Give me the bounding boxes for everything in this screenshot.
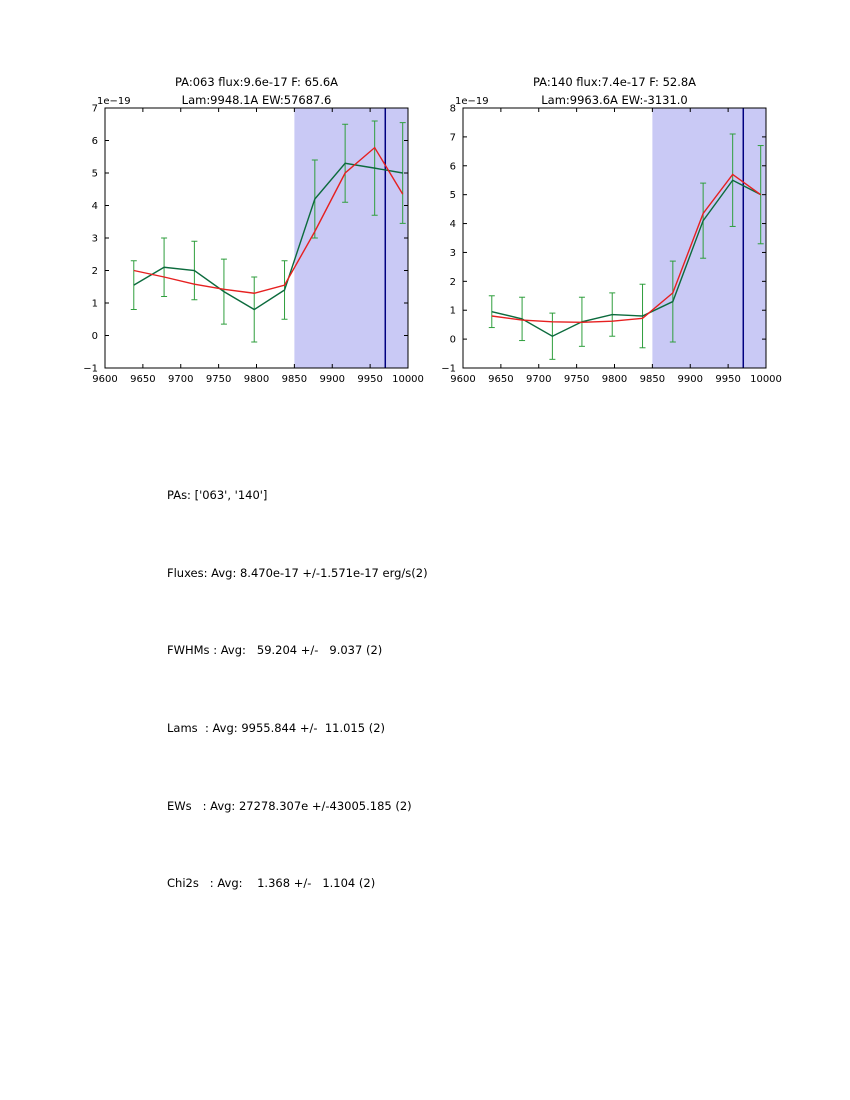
y-tick-label: 0 xyxy=(92,331,98,342)
stats-line-pas: PAs: ['063', '140'] xyxy=(167,487,268,502)
stats-line-lams: Lams : Avg: 9955.844 +/- 11.015 (2) xyxy=(167,720,386,735)
spectrum-chart-pa063: 9600 9650 9700 9750 9800 9850 9900 9950 10000 −1 0… xyxy=(50,60,425,390)
chart-subtitle: Lam:9963.6A EW:-3131.0 xyxy=(541,93,688,107)
x-tick-label: 9800 xyxy=(602,374,627,385)
stats-line-fwhms: FWHMs : Avg: 59.204 +/- 9.037 (2) xyxy=(167,643,383,658)
model-fit-series xyxy=(133,146,404,294)
x-tick-label: 9650 xyxy=(130,374,155,385)
y-tick-label: 6 xyxy=(450,161,456,172)
model-fit-line xyxy=(133,146,404,294)
stats-line-chi2s: Chi2s : Avg: 1.368 +/- 1.104 (2) xyxy=(167,876,376,891)
measured-spectrum-line xyxy=(491,179,762,338)
x-tick-label: 9850 xyxy=(282,374,307,385)
y-tick-label: 7 xyxy=(450,132,456,143)
y-axis-offset-label: 1e−19 xyxy=(455,96,489,107)
y-tick-label: 3 xyxy=(92,234,98,245)
x-tick-label: 9900 xyxy=(678,374,703,385)
measured-spectrum-line xyxy=(133,162,403,311)
x-tick-label: 9650 xyxy=(488,374,513,385)
y-tick-label: −1 xyxy=(83,364,98,375)
x-tick-label: 9600 xyxy=(450,374,475,385)
x-tick-label: 9700 xyxy=(168,374,193,385)
y-tick-label: 6 xyxy=(92,136,98,147)
chart-subtitle: Lam:9948.1A EW:57687.6 xyxy=(182,93,332,107)
chart-title: PA:140 flux:7.4e-17 F: 52.8A xyxy=(533,75,696,89)
x-tick-label: 9750 xyxy=(206,374,231,385)
highlight-span xyxy=(652,108,766,368)
stats-line-ews: EWs : Avg: 27278.307e +/-43005.185 (2) xyxy=(167,798,412,813)
y-tick-label: 4 xyxy=(450,219,456,230)
y-tick-label: 0 xyxy=(450,335,456,346)
y-tick-label: 1 xyxy=(450,306,456,317)
measured-spectrum-series xyxy=(488,133,764,360)
model-fit-line xyxy=(491,173,762,324)
x-tick-label: 9750 xyxy=(564,374,589,385)
y-tick-label: 5 xyxy=(92,169,98,180)
x-tick-label: 10000 xyxy=(392,374,424,385)
y-axis-offset-label: 1e−19 xyxy=(97,96,131,107)
chart-title: PA:063 flux:9.6e-17 F: 65.6A xyxy=(175,75,338,89)
x-tick-label: 9600 xyxy=(92,374,117,385)
y-tick-label: 8 xyxy=(450,104,456,115)
x-tick-label: 10000 xyxy=(750,374,782,385)
y-tick-label: 3 xyxy=(450,248,456,259)
y-tick-label: −1 xyxy=(441,364,456,375)
x-tick-label: 9900 xyxy=(320,374,345,385)
model-fit-series xyxy=(491,173,762,324)
spectrum-chart-pa140: 9600 9650 9700 9750 9800 9850 9900 9950 10000 −1 0… xyxy=(408,60,783,390)
measured-spectrum-series xyxy=(130,120,406,343)
x-tick-label: 9700 xyxy=(526,374,551,385)
stats-line-fluxes: Fluxes: Avg: 8.470e-17 +/-1.571e-17 erg/… xyxy=(167,565,428,580)
x-tick-label: 9800 xyxy=(244,374,269,385)
y-tick-label: 4 xyxy=(92,201,98,212)
x-tick-label: 9850 xyxy=(640,374,665,385)
stats-panel: PAs: ['063', '140'] Fluxes: Avg: 8.470e-… xyxy=(167,431,428,923)
y-tick-label: 7 xyxy=(92,104,98,115)
y-tick-label: 2 xyxy=(450,277,456,288)
x-tick-label: 9950 xyxy=(357,374,382,385)
x-tick-label: 9950 xyxy=(715,374,740,385)
y-tick-label: 1 xyxy=(92,299,98,310)
y-tick-label: 2 xyxy=(92,266,98,277)
spectrum-plot: 9600 9650 9700 9750 9800 9850 9900 9950 10000 −1 0… xyxy=(441,75,782,385)
y-tick-label: 5 xyxy=(450,190,456,201)
spectrum-plot: 9600 9650 9700 9750 9800 9850 9900 9950 10000 −1 0… xyxy=(83,75,424,385)
